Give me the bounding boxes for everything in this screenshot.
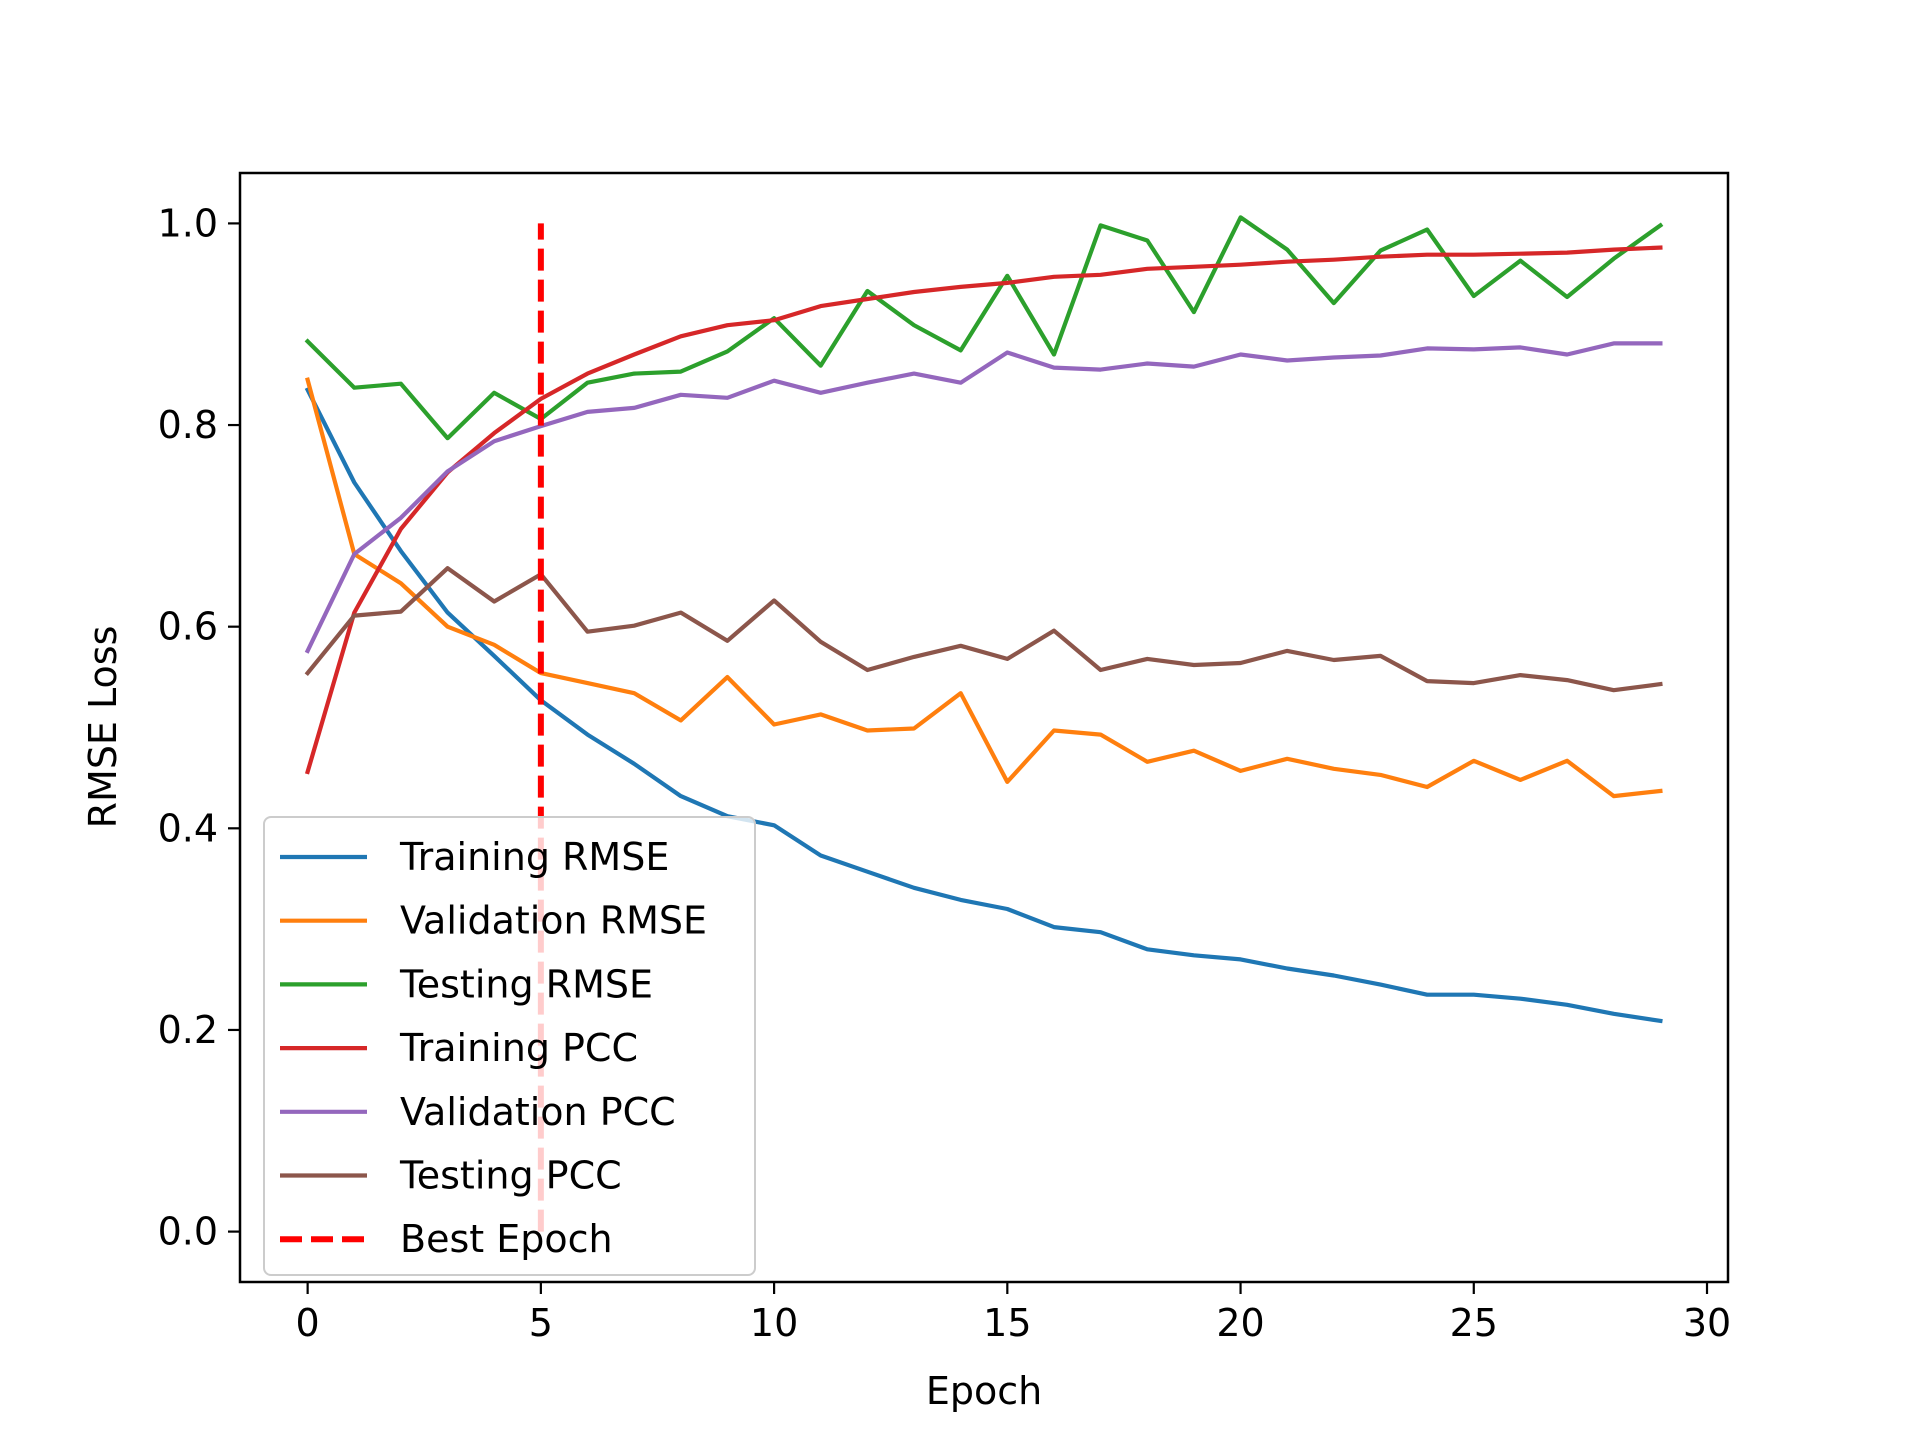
legend-label-testing-pcc: Testing PCC	[399, 1154, 622, 1198]
x-tick-label: 15	[983, 1301, 1031, 1345]
series-line-validation-rmse	[305, 377, 1663, 799]
legend: Training RMSE Validation RMSE Testing RMSE…	[263, 816, 756, 1276]
plot-lines	[304, 215, 1664, 1232]
x-tick-label: 20	[1216, 1301, 1264, 1345]
y-tick-label: 0.6	[158, 605, 218, 649]
legend-label-best-epoch: Best Epoch	[400, 1217, 613, 1261]
legend-box	[263, 816, 756, 1276]
plot-frame	[238, 171, 1730, 1284]
y-tick-label: 0.4	[158, 806, 218, 850]
x-tick-label: 5	[529, 1301, 553, 1345]
series-line-testing-pcc	[304, 566, 1663, 693]
x-tick-label: 10	[750, 1301, 798, 1345]
legend-label-testing-rmse: Testing RMSE	[399, 962, 653, 1006]
y-tick-label: 0.0	[158, 1210, 218, 1254]
legend-label-training-rmse: Training RMSE	[399, 835, 669, 879]
x-tick-label: 0	[296, 1301, 320, 1345]
legend-label-training-pcc: Training PCC	[399, 1026, 638, 1070]
legend-label-validation-pcc: Validation PCC	[400, 1090, 676, 1134]
y-axis: 0.0 0.2 0.4 0.6 0.8 1.0	[158, 201, 240, 1254]
y-tick-label: 0.2	[158, 1008, 218, 1052]
x-tick-label: 25	[1450, 1301, 1498, 1345]
series-line-training-pcc	[304, 245, 1663, 775]
x-tick-label: 30	[1683, 1301, 1731, 1345]
series-line-training-rmse	[304, 386, 1663, 1024]
series-line-validation-pcc	[304, 341, 1663, 654]
y-axis-title: RMSE Loss	[81, 626, 125, 829]
x-axis: 0 5 10 15 20 25 30	[296, 1282, 1731, 1345]
y-tick-label: 1.0	[158, 201, 218, 245]
legend-label-validation-rmse: Validation RMSE	[400, 899, 707, 943]
series-line-testing-rmse	[304, 215, 1664, 441]
x-axis-title: Epoch	[926, 1369, 1042, 1413]
y-tick-label: 0.8	[158, 403, 218, 447]
